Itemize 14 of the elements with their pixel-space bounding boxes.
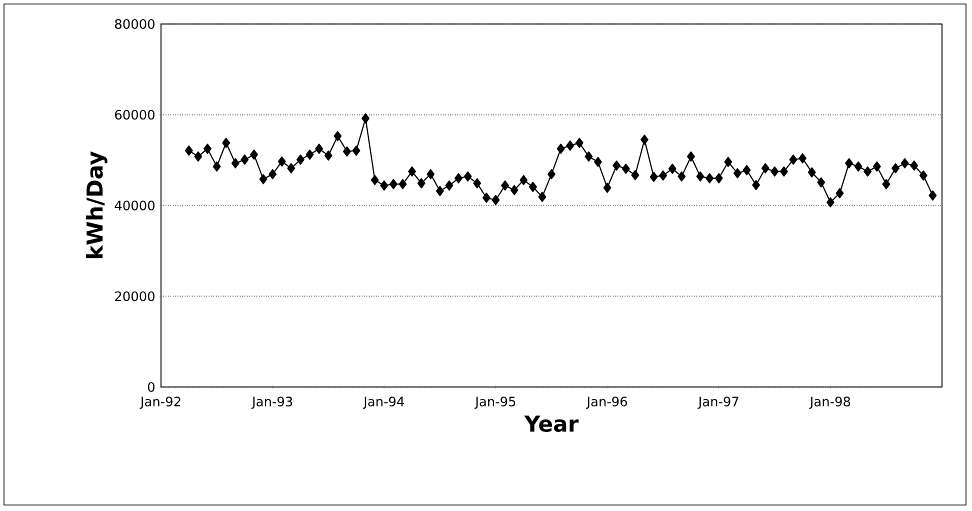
y-tick-label: 20000 (115, 291, 154, 302)
x-tick-label: Jan-95 (474, 396, 516, 409)
y-tick-label: 60000 (115, 110, 154, 120)
y-axis-title: kWh/Day (86, 151, 108, 258)
x-tick-label: Jan-96 (586, 396, 628, 409)
x-tick-label: Jan-92 (140, 396, 180, 409)
x-tick-label: Jan-97 (698, 396, 738, 409)
x-axis-title: Year (524, 416, 579, 432)
x-tick-label: Jan-94 (362, 396, 404, 409)
y-tick-label: 40000 (114, 200, 154, 210)
x-tick-label: Jan-98 (809, 396, 850, 409)
y-tick-label: 0 (148, 382, 154, 392)
y-tick-label: 80000 (115, 19, 154, 29)
x-tick-label: Jan-93 (251, 396, 292, 409)
